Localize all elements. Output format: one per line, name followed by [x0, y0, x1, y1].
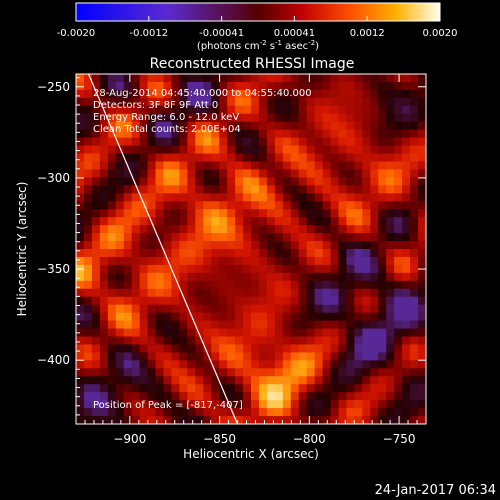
y-tick-label: −250	[37, 80, 70, 94]
y-tick-label: −350	[37, 262, 70, 276]
chart-title: Reconstructed RHESSI Image	[150, 56, 355, 72]
info-line-energy: Energy Range: 6.0 - 12.0 keV	[93, 112, 239, 123]
y-tick-label: −400	[37, 353, 70, 367]
axis-ticks: −900 −850 −800 −750 −400 −350 −300 −250	[37, 74, 426, 446]
x-tick-label: −900	[113, 432, 146, 446]
colorbar-tick-label: 0.0012	[350, 28, 385, 39]
colorbar-tick-label: -0.0012	[129, 28, 168, 39]
plot-frame	[75, 73, 427, 425]
y-axis-label: Heliocentric Y (arcsec)	[15, 182, 29, 317]
x-tick-label: −800	[293, 432, 326, 446]
info-text-block: 28-Aug-2014 04:45:40.000 to 04:55:40.000…	[93, 88, 312, 135]
info-line-time: 28-Aug-2014 04:45:40.000 to 04:55:40.000	[93, 88, 312, 99]
y-tick-label: −300	[37, 171, 70, 185]
colorbar: -0.0020 -0.0012 -0.00041 0.00041 0.0012 0.002…	[57, 2, 458, 52]
colorbar-ticks: -0.0020 -0.0012 -0.00041 0.00041 0.0012 0.002…	[57, 16, 458, 39]
x-tick-label: −750	[383, 432, 416, 446]
heatmap-image	[76, 74, 426, 424]
info-line-detectors: Detectors: 3F 8F 9F Att 0	[93, 100, 218, 111]
colorbar-unit-label: (photons cm-2 s-1 asec-2)	[197, 39, 319, 52]
info-line-clean: Clean Total counts: 2.00E+04	[93, 124, 241, 135]
colorbar-tick-label: 0.00041	[274, 28, 315, 39]
colorbar-tick-label: -0.0020	[57, 28, 96, 39]
footer-timestamp: 24-Jan-2017 06:34	[375, 483, 496, 498]
colorbar-tick-label: 0.0020	[423, 28, 458, 39]
colorbar-tick-label: -0.00041	[199, 28, 244, 39]
colorbar-gradient	[75, 2, 441, 22]
peak-position-label: Position of Peak = [-817,-407]	[93, 400, 243, 411]
x-axis-label: Heliocentric X (arcsec)	[183, 447, 319, 461]
x-tick-label: −850	[203, 432, 236, 446]
solar-limb-line	[88, 74, 239, 424]
